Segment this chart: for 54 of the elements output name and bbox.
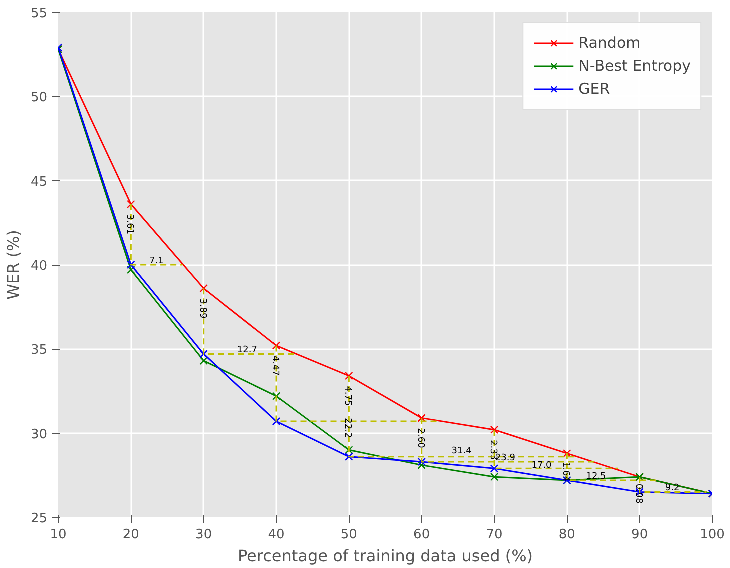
x-tick-label: 80	[558, 528, 576, 542]
point	[127, 200, 136, 209]
point	[272, 417, 281, 426]
x-tick-label: 40	[268, 528, 285, 542]
annotation: 31.4	[452, 446, 472, 457]
annotation: 9.2	[665, 484, 680, 494]
x-tick-label: 10	[50, 528, 67, 542]
x-tick-label: 30	[196, 528, 212, 542]
annotation: 3.89	[197, 298, 208, 319]
x-tick-label: 90	[632, 528, 648, 542]
legend-label: Random	[578, 34, 641, 52]
point	[127, 266, 136, 274]
x-tick-label: 70	[486, 528, 503, 542]
annotation: 2.33	[488, 440, 498, 460]
point	[200, 356, 208, 366]
annotation: 0.98	[633, 484, 644, 504]
point	[272, 342, 281, 350]
y-axis-title: WER (%)	[4, 230, 23, 300]
point	[490, 464, 499, 473]
point	[345, 446, 354, 454]
point	[127, 260, 136, 270]
y-tick-label: 25	[30, 512, 48, 526]
x-axis-title: Percentage of training data used (%)	[238, 546, 534, 566]
annotation: 1.64	[560, 462, 571, 482]
y-tick-label: 50	[30, 90, 48, 106]
point	[200, 284, 208, 293]
x-tick-label: 60	[414, 528, 430, 542]
point	[418, 458, 426, 466]
y-tick-label: 35	[30, 343, 48, 358]
point	[272, 392, 281, 400]
annotation: 4.47	[270, 356, 280, 376]
y-tick-label: 40	[30, 259, 48, 274]
x-tick-label: 50	[340, 528, 358, 542]
point	[490, 472, 499, 482]
annotation: 4.75	[342, 386, 353, 406]
x-tick-label: 20	[122, 528, 140, 542]
legend-label: N-Best Entropy	[578, 57, 691, 75]
point	[200, 350, 208, 358]
y-tick-label: 45	[30, 174, 48, 190]
point	[418, 414, 426, 422]
annotation: 7.1	[149, 256, 164, 266]
annotation: 12.7	[237, 346, 258, 356]
point	[345, 452, 354, 462]
annotation: 2.60	[415, 428, 426, 449]
x-tick-label: 100	[700, 528, 725, 542]
point	[563, 449, 572, 458]
point	[418, 461, 426, 470]
legend-label: GER	[578, 80, 610, 98]
y-tick-label: 55	[30, 6, 48, 22]
point	[490, 426, 499, 434]
y-tick-label: 30	[30, 427, 48, 442]
annotation: 3.61	[124, 214, 135, 235]
annotation: 22.2	[342, 418, 353, 438]
point	[345, 372, 354, 380]
